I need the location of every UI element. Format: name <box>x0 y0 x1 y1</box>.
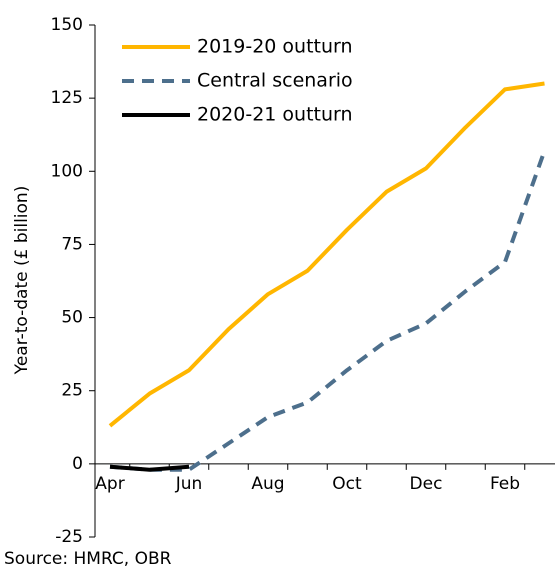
source: Source: HMRC, OBR <box>4 549 172 569</box>
y-tick-label: -25 <box>55 527 83 547</box>
legend-label: 2020-21 outturn <box>197 104 353 126</box>
x-tick-label: Oct <box>332 474 362 494</box>
x-tick-label: Aug <box>251 474 284 494</box>
x-tick-label: Dec <box>410 474 443 494</box>
y-tick-label: 125 <box>51 88 83 108</box>
legend-label: 2019-20 outturn <box>197 36 353 58</box>
y-tick-label: 25 <box>61 381 83 401</box>
line-series <box>108 81 545 428</box>
y-tick-label: 50 <box>61 308 83 328</box>
y-tick-label: 75 <box>61 234 83 254</box>
x-tick-label: Feb <box>490 474 520 494</box>
legend-label: Central scenario <box>197 70 353 92</box>
y-axis-label: Year-to-date (£ billion) <box>12 186 32 376</box>
y-tick-label: 0 <box>72 454 83 474</box>
line-series <box>109 150 547 472</box>
x-tick-label: Jun <box>175 474 203 494</box>
y-tick-label: 150 <box>51 15 83 35</box>
y-tick-label: 100 <box>51 161 83 181</box>
line-series <box>109 464 190 472</box>
x-tick-label: Apr <box>95 474 124 494</box>
